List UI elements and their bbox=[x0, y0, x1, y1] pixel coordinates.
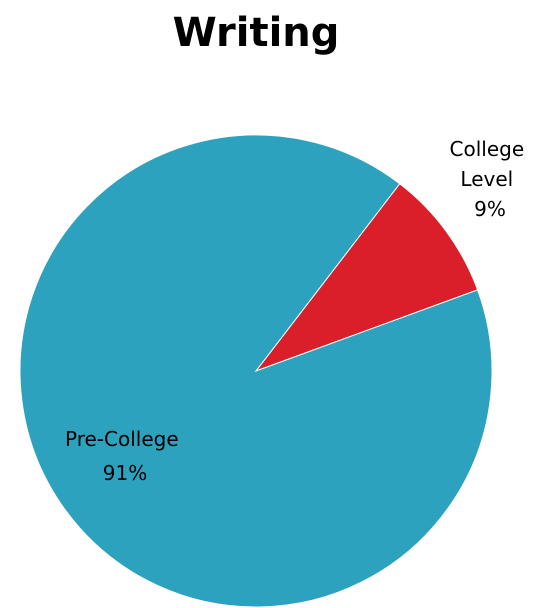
chart-title: Writing bbox=[173, 10, 340, 56]
pie-slice-pre-college bbox=[19, 134, 493, 608]
slice-label-college-level-line-2: Level bbox=[460, 167, 513, 191]
slice-label-college-level-percent: 9% bbox=[474, 197, 506, 221]
pie-slice-college-level bbox=[254, 183, 479, 373]
slice-label-college-level: College Level 9% bbox=[450, 137, 531, 221]
pie-slices bbox=[19, 134, 493, 608]
slice-label-pre-college: Pre-College 91% bbox=[65, 427, 185, 485]
slice-label-college-level-line-1: College bbox=[450, 137, 525, 161]
slice-label-pre-college-line-1: Pre-College bbox=[65, 427, 179, 451]
slice-label-pre-college-percent: 91% bbox=[103, 461, 147, 485]
